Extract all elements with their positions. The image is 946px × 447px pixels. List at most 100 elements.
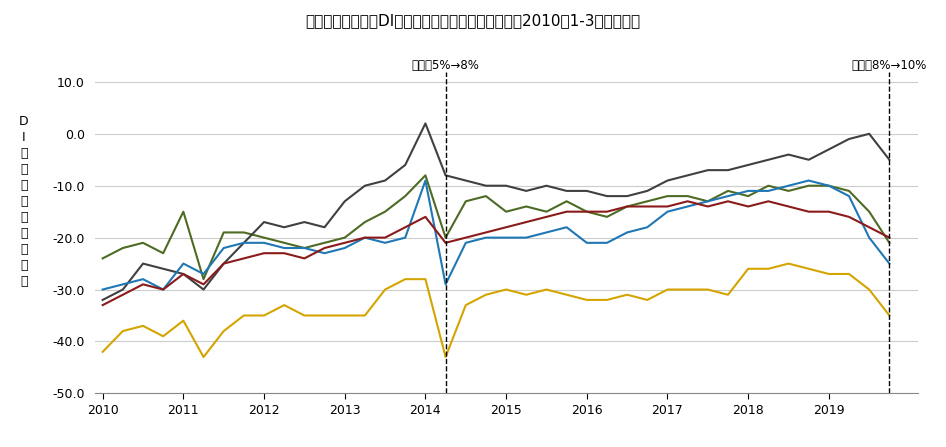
サービス業 <box>602 209 613 215</box>
小売業 <box>723 292 734 297</box>
小売業 <box>198 354 209 360</box>
卸売業 <box>178 261 189 266</box>
製造業 <box>278 240 289 245</box>
サービス業 <box>157 287 168 292</box>
Text: D
I
値
（
折
れ
線
グ
ラ
フ
）: D I 値 （ 折 れ 線 グ ラ フ ） <box>19 114 28 288</box>
製造業 <box>258 235 270 240</box>
卸売業 <box>117 282 129 287</box>
建設業 <box>520 188 532 194</box>
小売業 <box>420 277 431 282</box>
製造業 <box>541 209 552 215</box>
小売業 <box>500 287 512 292</box>
卸売業 <box>218 245 229 251</box>
製造業 <box>823 183 834 188</box>
製造業 <box>299 245 310 251</box>
製造業 <box>602 214 613 219</box>
サービス業 <box>520 219 532 225</box>
建設業 <box>157 266 168 271</box>
卸売業 <box>299 245 310 251</box>
サービス業 <box>178 271 189 277</box>
建設業 <box>198 287 209 292</box>
建設業 <box>440 173 451 178</box>
製造業 <box>198 277 209 282</box>
卸売業 <box>702 198 713 204</box>
サービス業 <box>803 209 815 215</box>
建設業 <box>278 224 289 230</box>
卸売業 <box>157 287 168 292</box>
建設業 <box>258 219 270 225</box>
小売業 <box>157 333 168 339</box>
建設業 <box>641 188 653 194</box>
小売業 <box>97 349 109 354</box>
小売業 <box>440 354 451 360</box>
小売業 <box>823 271 834 277</box>
製造業 <box>399 194 411 199</box>
卸売業 <box>581 240 592 245</box>
小売業 <box>803 266 815 271</box>
卸売業 <box>762 188 774 194</box>
サービス業 <box>420 214 431 219</box>
サービス業 <box>299 256 310 261</box>
サービス業 <box>844 214 855 219</box>
卸売業 <box>278 245 289 251</box>
サービス業 <box>460 235 471 240</box>
製造業 <box>783 188 795 194</box>
卸売業 <box>339 245 350 251</box>
卸売業 <box>641 224 653 230</box>
Text: 消費税8%→10%: 消費税8%→10% <box>851 59 927 72</box>
卸売業 <box>97 287 109 292</box>
Line: 卸売業: 卸売業 <box>103 181 889 290</box>
サービス業 <box>622 204 633 209</box>
サービス業 <box>864 224 875 230</box>
小売業 <box>218 329 229 334</box>
製造業 <box>743 194 754 199</box>
サービス業 <box>440 240 451 245</box>
卸売業 <box>723 194 734 199</box>
卸売業 <box>319 250 330 256</box>
建設業 <box>339 198 350 204</box>
建設業 <box>500 183 512 188</box>
建設業 <box>581 188 592 194</box>
卸売業 <box>520 235 532 240</box>
製造業 <box>844 188 855 194</box>
建設業 <box>743 162 754 168</box>
Line: サービス業: サービス業 <box>103 201 889 305</box>
建設業 <box>379 178 391 183</box>
卸売業 <box>420 178 431 183</box>
小売業 <box>602 297 613 303</box>
卸売業 <box>743 188 754 194</box>
卸売業 <box>137 277 149 282</box>
小売業 <box>399 277 411 282</box>
サービス業 <box>783 204 795 209</box>
Text: 図－１　業況判断DI（前期比季節調整値）の推移（2010年1-3月期以降）: 図－１ 業況判断DI（前期比季節調整値）の推移（2010年1-3月期以降） <box>306 13 640 29</box>
小売業 <box>460 303 471 308</box>
サービス業 <box>762 198 774 204</box>
建設業 <box>803 157 815 162</box>
卸売業 <box>622 230 633 235</box>
サービス業 <box>561 209 572 215</box>
製造業 <box>319 240 330 245</box>
小売業 <box>561 292 572 297</box>
サービス業 <box>218 261 229 266</box>
製造業 <box>117 245 129 251</box>
小売業 <box>481 292 492 297</box>
建設業 <box>602 194 613 199</box>
製造業 <box>420 173 431 178</box>
卸売業 <box>884 261 895 266</box>
建設業 <box>238 240 250 245</box>
建設業 <box>460 178 471 183</box>
製造業 <box>157 250 168 256</box>
製造業 <box>622 204 633 209</box>
建設業 <box>682 173 693 178</box>
サービス業 <box>481 230 492 235</box>
製造業 <box>803 183 815 188</box>
製造業 <box>359 219 371 225</box>
小売業 <box>339 313 350 318</box>
小売業 <box>884 313 895 318</box>
建設業 <box>137 261 149 266</box>
卸売業 <box>460 240 471 245</box>
小売業 <box>622 292 633 297</box>
卸売業 <box>864 235 875 240</box>
サービス業 <box>662 204 674 209</box>
小売業 <box>379 287 391 292</box>
